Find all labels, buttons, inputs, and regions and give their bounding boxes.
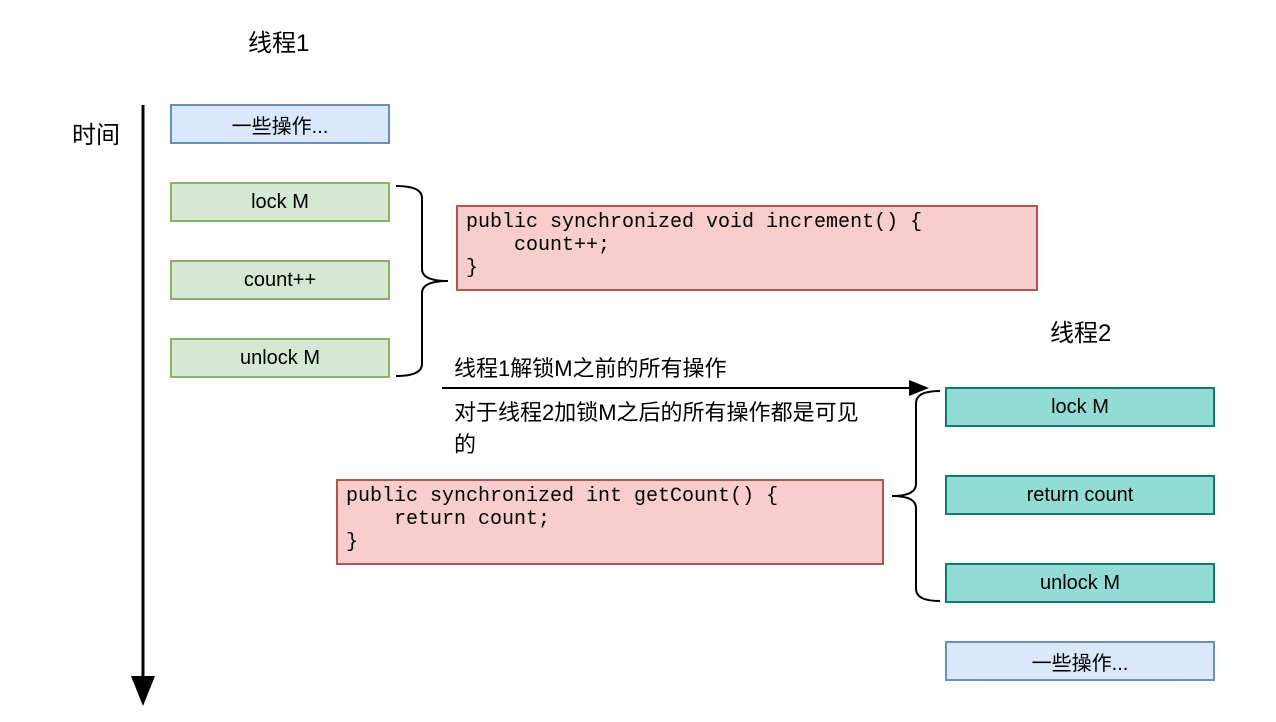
thread2-return-box: return count <box>945 475 1215 515</box>
thread2-label: 线程2 <box>1050 313 1111 348</box>
thread2-unlock-box: unlock M <box>945 563 1215 603</box>
thread2-ops-box: 一些操作... <box>945 641 1215 681</box>
code-increment: public synchronized void increment() { c… <box>456 205 1038 291</box>
note-before-unlock: 线程1解锁M之前的所有操作 <box>454 351 727 383</box>
thread1-count-box: count++ <box>170 260 390 300</box>
code-getcount: public synchronized int getCount() { ret… <box>336 479 884 565</box>
brace-thread2 <box>892 391 940 601</box>
thread1-unlock-box: unlock M <box>170 338 390 378</box>
thread1-label: 线程1 <box>248 23 309 58</box>
thread1-ops-box: 一些操作... <box>170 104 390 144</box>
note-after-lock: 对于线程2加锁M之后的所有操作都是可见的 <box>454 395 868 459</box>
thread1-lock-box: lock M <box>170 182 390 222</box>
thread2-lock-box: lock M <box>945 387 1215 427</box>
time-label: 时间 <box>72 115 120 150</box>
brace-thread1 <box>396 186 448 376</box>
